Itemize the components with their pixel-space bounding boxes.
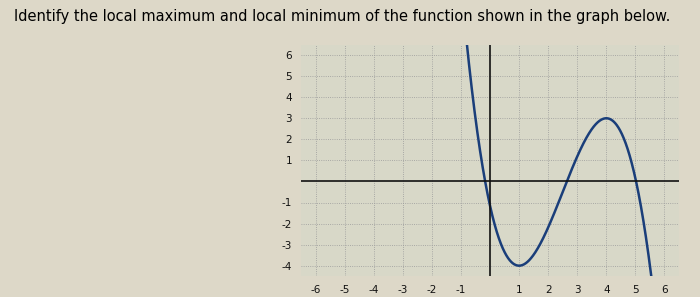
Text: Identify the local maximum and local minimum of the function shown in the graph : Identify the local maximum and local min… [14,9,671,24]
